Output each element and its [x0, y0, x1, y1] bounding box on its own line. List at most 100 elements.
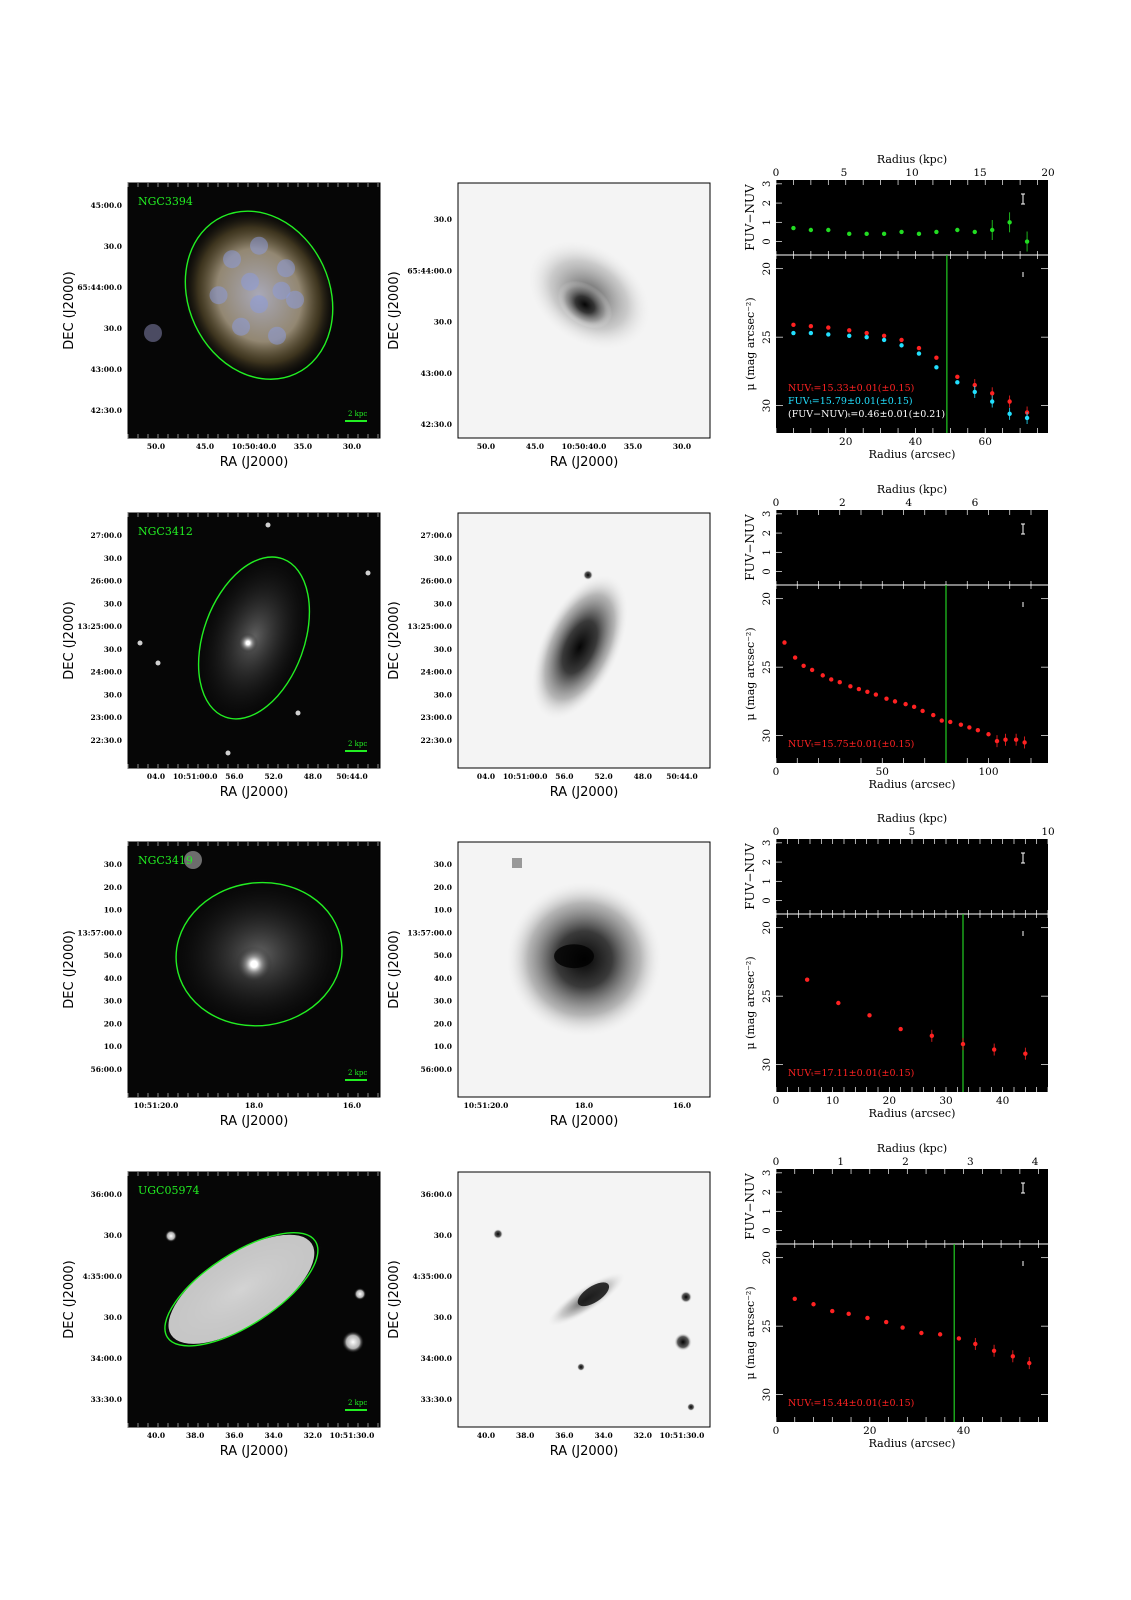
color-tick-label: 0 — [762, 1227, 773, 1233]
color-profile-point — [916, 231, 922, 237]
star-forming-knot — [209, 286, 228, 305]
ra-tick-label: 32.0 — [634, 1431, 652, 1440]
profile-point-nuv — [873, 692, 879, 697]
ra-tick-label: 04.0 — [147, 772, 165, 781]
dec-tick-label: 30.0 — [104, 599, 122, 608]
profile-point-nuv — [972, 382, 977, 388]
field-star — [687, 1403, 695, 1411]
plot-background — [776, 1169, 1048, 1422]
profile-point-nuv — [1003, 737, 1008, 742]
dec-axis-label: DEC (J2000) — [387, 1260, 402, 1339]
aperture-ellipse — [175, 881, 343, 1027]
field-star — [493, 1229, 503, 1239]
ra-axis-label: RA (J2000) — [550, 785, 619, 800]
dec-tick-label: 40.0 — [104, 974, 122, 983]
kpc-tick-label: 1 — [837, 1156, 844, 1168]
profile-point-nuv — [1013, 737, 1019, 742]
ra-tick-label: 35.0 — [294, 442, 312, 451]
profile-point-nuv — [911, 704, 917, 710]
arcsec-tick-label: 60 — [979, 436, 992, 448]
profile-point-nuv — [991, 1047, 997, 1052]
dec-tick-label: 30.0 — [434, 645, 452, 654]
color-axis-label: FUV−NUV — [743, 843, 757, 910]
kpc-tick-label: 2 — [839, 497, 846, 509]
dec-tick-label: 13:57:00.0 — [77, 928, 122, 937]
arcsec-tick-label: 100 — [978, 766, 998, 778]
profile-point-nuv — [884, 1319, 889, 1325]
ra-tick-label: 10:51:20.0 — [134, 1101, 179, 1110]
dec-tick-label: 30.0 — [104, 860, 122, 869]
kpc-tick-label: 6 — [972, 497, 979, 509]
mu-tick-label: 30 — [761, 1388, 773, 1401]
color-profile-point — [972, 229, 977, 235]
ra-tick-label: 52.0 — [264, 772, 282, 781]
dec-tick-label: 22:30.0 — [421, 736, 452, 745]
profile-point-nuv — [990, 391, 995, 396]
kpc-tick-label: 0 — [773, 826, 780, 838]
profile-point-fuv — [934, 365, 939, 370]
dec-tick-label: 30.0 — [434, 1313, 452, 1322]
dec-tick-label: 43:00.0 — [421, 369, 452, 378]
kpc-tick-label: 0 — [773, 1156, 780, 1168]
galaxy-nucleus — [236, 946, 273, 983]
dec-tick-label: 42:30.0 — [91, 406, 122, 415]
aperture-ellipse — [197, 556, 311, 720]
ra-tick-label: 32.0 — [304, 1431, 322, 1440]
dec-tick-label: 10.0 — [434, 906, 452, 915]
dec-tick-label: 20.0 — [434, 1019, 452, 1028]
star-forming-knot — [223, 250, 242, 269]
dec-tick-label: 33:30.0 — [91, 1395, 122, 1404]
dec-tick-label: 20.0 — [434, 883, 452, 892]
arcsec-axis-label: Radius (arcsec) — [869, 1107, 956, 1120]
optical-image-panel: 36:00.0 30.0 4:35:00.0 30.0 34:00.0 33:30.0 40… — [387, 1171, 711, 1459]
dec-tick-label: 65:44:00.0 — [77, 283, 122, 292]
arcsec-axis-label: Radius (arcsec) — [869, 1437, 956, 1450]
field-source — [512, 858, 522, 868]
dec-tick-label: 4:35:00.0 — [83, 1272, 122, 1281]
dec-tick-label: 27:00.0 — [421, 531, 452, 540]
optical-image-panel: 27:00.0 30.0 26:00.0 30.0 13:25:00.0 30.0 24:0… — [387, 512, 711, 800]
profile-point-fuv — [955, 380, 960, 385]
star-forming-knot — [268, 326, 287, 345]
star-forming-knot — [250, 295, 269, 314]
ra-tick-label: 30.0 — [673, 442, 691, 451]
ra-tick-label: 34.0 — [264, 1431, 282, 1440]
dec-tick-label: 10.0 — [434, 1042, 452, 1051]
magnitude-annotation: (FUV−NUV)ₜ=0.46±0.01(±0.21) — [788, 409, 945, 420]
galaxy-disk — [168, 1234, 315, 1344]
profile-point-nuv — [937, 1332, 943, 1337]
arcsec-tick-label: 30 — [939, 1095, 952, 1107]
profile-point-nuv — [865, 1315, 870, 1321]
mu-axis-label: μ (mag arcsec⁻²) — [744, 956, 757, 1049]
profile-point-nuv — [867, 1013, 872, 1018]
dec-tick-label: 65:44:00.0 — [407, 266, 452, 275]
ra-tick-label: 18.0 — [575, 1101, 593, 1110]
profile-point-nuv — [929, 1033, 935, 1039]
ra-tick-label: 10:50:40.0 — [562, 442, 607, 451]
profile-point-nuv — [892, 699, 898, 704]
profile-point-nuv — [884, 696, 889, 701]
dec-tick-label: 24:00.0 — [421, 668, 452, 677]
ra-tick-label: 56.0 — [225, 772, 243, 781]
profile-point-nuv — [986, 732, 991, 737]
color-profile-point — [1024, 239, 1030, 244]
plot-background — [776, 180, 1048, 433]
field-star — [365, 570, 371, 576]
field-star — [674, 1333, 692, 1351]
ra-tick-label: 40.0 — [147, 1431, 165, 1440]
profile-point-nuv — [856, 686, 862, 692]
color-profile-point — [881, 231, 887, 237]
mu-tick-label: 25 — [761, 989, 773, 1002]
profile-point-fuv — [1007, 411, 1012, 417]
mu-axis-label: μ (mag arcsec⁻²) — [744, 1286, 757, 1379]
dec-tick-label: 30.0 — [434, 997, 452, 1006]
profile-point-nuv — [846, 1311, 851, 1317]
galaxy-bulge — [577, 1282, 610, 1307]
profile-point-nuv — [837, 680, 842, 685]
arcsec-axis-label: Radius (arcsec) — [869, 778, 956, 791]
profile-point-nuv — [791, 322, 796, 328]
profile-point-fuv — [808, 330, 814, 336]
color-tick-label: 3 — [762, 1170, 773, 1176]
ra-tick-label: 56.0 — [555, 772, 573, 781]
